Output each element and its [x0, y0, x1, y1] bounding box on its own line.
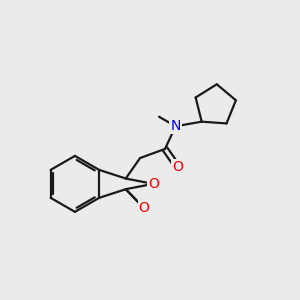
- Text: O: O: [172, 160, 183, 174]
- Text: O: O: [139, 201, 150, 215]
- Text: N: N: [170, 119, 181, 133]
- Text: O: O: [148, 177, 159, 191]
